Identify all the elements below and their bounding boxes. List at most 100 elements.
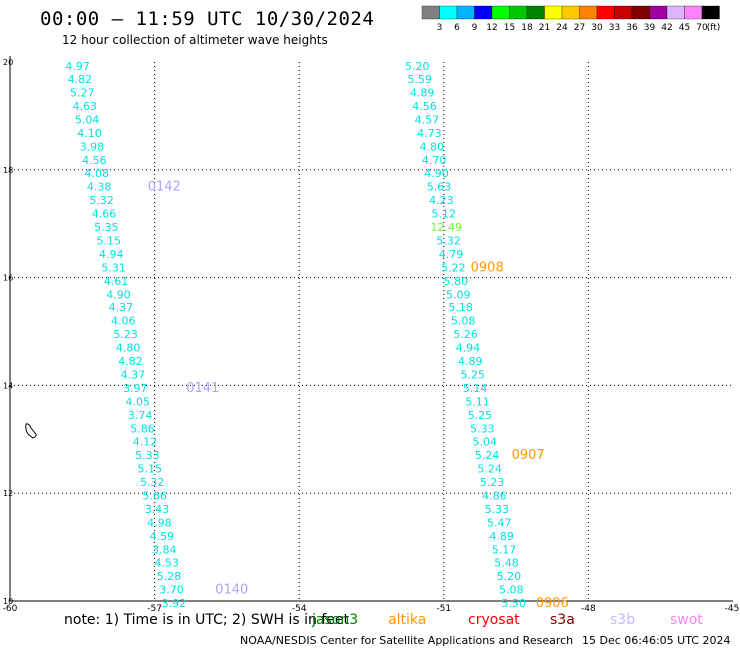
wave-height-label: 4.37 xyxy=(109,301,134,314)
x-tick-label: -48 xyxy=(581,604,596,612)
wave-height-label: 4.90 xyxy=(106,288,131,301)
wave-height-label: 4.61 xyxy=(104,275,129,288)
legend-label: 39 xyxy=(644,23,656,33)
legend-label: 24 xyxy=(556,23,568,33)
legend-label: 15 xyxy=(504,23,515,33)
legend-label: 33 xyxy=(609,23,620,33)
wave-height-label: 5.32 xyxy=(436,234,461,247)
legend-label: 12 xyxy=(486,23,497,33)
y-tick-label: 16 xyxy=(3,274,13,283)
wave-height-label: 5.04 xyxy=(75,114,100,127)
pass-time-label: 0141 xyxy=(186,381,219,396)
legend-swatch xyxy=(561,5,580,20)
wave-height-label: 4.94 xyxy=(456,342,481,355)
wave-height-label: 4.73 xyxy=(417,127,442,140)
wave-height-label: 4.10 xyxy=(77,127,102,140)
legend-swatch xyxy=(684,5,703,20)
wave-height-label: 3.74 xyxy=(128,409,153,422)
wave-height-label: 5.32 xyxy=(140,476,165,489)
legend-swatch xyxy=(456,5,475,20)
wave-height-label: 5.23 xyxy=(113,328,138,341)
legend-label: 21 xyxy=(539,23,550,33)
legend-label: 9 xyxy=(472,23,478,33)
wave-height-label: 4.80 xyxy=(116,342,141,355)
legend-label: 18 xyxy=(521,23,533,33)
satellite-label-s3b: s3b xyxy=(610,612,636,628)
chart-subtitle: 12 hour collection of altimeter wave hei… xyxy=(62,33,328,47)
wave-height-label: 4.89 xyxy=(458,355,483,368)
wave-height-label: 5.32 xyxy=(89,194,114,207)
wave-height-label: 4.23 xyxy=(429,194,454,207)
wave-height-label: 3.92 xyxy=(162,597,187,610)
wave-height-label: 4.80 xyxy=(420,141,445,154)
legend-label: 42 xyxy=(661,23,672,33)
wave-height-label: 3.70 xyxy=(159,584,184,597)
wave-height-label: 5.14 xyxy=(463,382,488,395)
wave-height-label: 12.49 xyxy=(430,221,462,234)
legend-swatch xyxy=(509,5,528,20)
legend-swatch xyxy=(544,5,563,20)
wave-height-label: 5.25 xyxy=(468,409,493,422)
wave-height-label: 5.33 xyxy=(470,423,495,436)
wave-height-label: 5.33 xyxy=(135,449,160,462)
y-tick-label: 12 xyxy=(3,489,13,498)
wave-height-label: 5.59 xyxy=(164,611,189,612)
wave-height-label: 3.97 xyxy=(123,382,148,395)
wave-height-label: 4.82 xyxy=(68,73,93,86)
wave-height-label: 4.97 xyxy=(65,60,90,73)
wave-height-label: 4.79 xyxy=(439,248,464,261)
y-tick-label: 20 xyxy=(3,58,13,67)
legend-swatch xyxy=(649,5,668,20)
wave-height-label: 5.35 xyxy=(94,221,119,234)
footer-generated-time: 15 Dec 06:46:05 UTC 2024 xyxy=(582,634,731,647)
wave-height-label: 5.27 xyxy=(70,87,95,100)
y-tick-label: 14 xyxy=(3,381,13,390)
legend-label: 6 xyxy=(454,23,460,33)
legend-swatch xyxy=(579,5,598,20)
pass-time-label: 0142 xyxy=(148,180,181,195)
legend-label: 36 xyxy=(626,23,638,33)
wave-height-label: 5.86 xyxy=(130,423,155,436)
wave-height-label: 5.50 xyxy=(501,597,526,610)
island-outline xyxy=(25,423,37,439)
wave-height-label: 5.47 xyxy=(487,516,512,529)
satellite-label-swot: swot xyxy=(670,612,703,628)
wave-height-values: 4.974.825.274.635.044.103.984.564.084.38… xyxy=(65,60,526,612)
satellite-label-jason3: jason3 xyxy=(312,612,359,628)
chart-grid xyxy=(10,62,733,601)
wave-height-label: 4.94 xyxy=(99,248,124,261)
x-tick-label: -60 xyxy=(3,604,18,612)
pass-time-label: 0907 xyxy=(512,448,545,463)
wave-height-label: 5.33 xyxy=(485,503,510,516)
legend-swatch xyxy=(526,5,545,20)
wave-height-label: 5.48 xyxy=(494,557,519,570)
wave-height-label: 3.98 xyxy=(80,141,105,154)
pass-time-label: 0140 xyxy=(215,583,248,598)
legend-label: 30 xyxy=(591,23,603,33)
wave-height-label: 4.90 xyxy=(424,167,449,180)
wave-height-label: 5.18 xyxy=(448,301,473,314)
wave-height-label: 5.24 xyxy=(477,462,502,475)
pass-time-labels: 0142014101400139090809070906 xyxy=(148,180,569,612)
wave-height-label: 5.23 xyxy=(480,476,505,489)
wave-height-label: 4.38 xyxy=(87,181,112,194)
wave-height-label: 4.56 xyxy=(412,100,437,113)
footer-credit: NOAA/NESDIS Center for Satellite Applica… xyxy=(240,634,574,647)
wave-height-label: 5.20 xyxy=(405,60,430,73)
wave-height-label: 3.84 xyxy=(152,543,177,556)
footer-note: note: 1) Time is in UTC; 2) SWH is in fe… xyxy=(64,612,350,628)
chart-axes: -60 -57 -54 -51 -48 -45 10 12 14 16 18 20 xyxy=(3,58,740,612)
chart-frame xyxy=(9,56,733,602)
wave-height-label: 5.08 xyxy=(451,315,476,328)
wave-height-label: 5.59 xyxy=(407,73,432,86)
wave-height-label: 5.20 xyxy=(497,570,522,583)
wave-height-label: 4.37 xyxy=(121,369,146,382)
wave-height-label: 5.25 xyxy=(460,369,485,382)
wave-height-label: 5.31 xyxy=(101,261,126,274)
wave-height-label: 4.86 xyxy=(482,489,507,502)
x-tick-label: -54 xyxy=(292,604,307,612)
wave-height-label: 5.22 xyxy=(441,261,466,274)
legend-label: 70 xyxy=(696,23,708,33)
legend-label: 3 xyxy=(437,23,443,33)
legend-swatch xyxy=(631,5,650,20)
